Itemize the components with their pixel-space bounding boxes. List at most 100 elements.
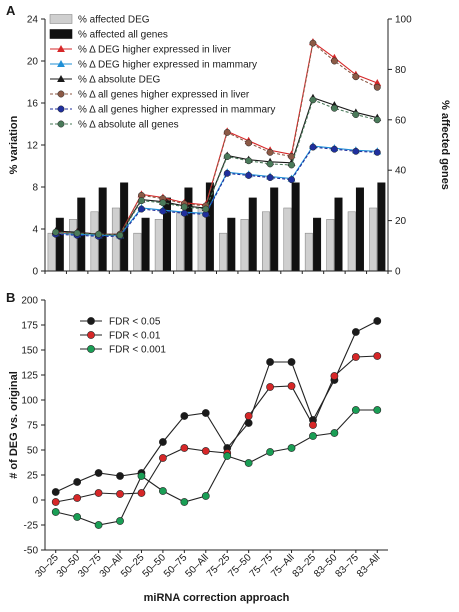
legend-marker [57,59,65,68]
data-point [94,489,103,497]
legend-label: % Δ all genes higher expressed in liver [78,90,250,101]
data-point [287,358,296,366]
data-point [244,459,253,467]
bar [69,219,78,272]
bar [98,187,107,272]
series-line [55,146,378,237]
data-point [352,147,360,155]
x-tick-label: 83–All [355,552,382,579]
bar [326,219,335,272]
data-point [266,148,274,156]
y-tick-label: 50 [27,446,39,457]
y-tick-label: 175 [21,321,38,332]
data-point [309,432,317,440]
data-point [180,444,189,452]
legend-marker [57,90,65,98]
panel-label-a: A [6,3,16,18]
data-point [245,157,253,165]
x-tick-label: 75–50 [226,552,254,580]
data-point [116,231,124,239]
y-tick-label: 4 [32,225,38,236]
y-axis-title: # of DEG vs. original [8,371,20,479]
x-tick-label: 50–25 [119,552,147,580]
data-point [159,199,167,207]
bar [304,232,313,272]
x-tick-label: 30–50 [55,552,83,580]
legend-label: % Δ absolute DEG [78,75,161,86]
data-point [180,203,188,211]
x-tick-label: 30–All [98,552,125,579]
panel-label-b: B [6,290,15,305]
data-point [116,472,124,480]
data-point [223,128,231,136]
data-point [330,429,339,437]
data-point [51,508,60,516]
y-tick-label: 24 [27,15,39,26]
data-point [223,169,231,177]
y2-tick-label: 20 [395,216,407,227]
data-point [266,174,274,182]
bar [55,217,64,272]
bar [133,232,142,272]
data-point [159,438,167,446]
y-tick-label: 125 [21,371,38,382]
x-axis-title: miRNA correction approach [144,592,290,604]
bar [154,219,163,272]
data-point [159,454,167,462]
bar [369,207,378,272]
legend-label: % Δ absolute all genes [78,120,179,131]
series-line [55,320,378,493]
y-tick-label: 25 [27,471,39,482]
bar [205,182,214,272]
y-tick-label: -25 [24,521,39,532]
x-tick-label: 83–75 [334,552,362,580]
data-point [94,521,103,529]
y-tick-label: 200 [21,296,38,307]
legend-label: FDR < 0.001 [109,345,166,356]
x-tick-label: 75–75 [248,552,276,580]
bar [184,187,193,272]
data-point [94,469,103,477]
data-point [330,145,338,153]
data-point [180,412,189,420]
legend-marker [57,44,65,53]
x-tick-label: 50–50 [141,552,169,580]
y2-tick-label: 60 [395,115,407,126]
series-line [55,97,378,235]
series-line [55,355,378,503]
legend-label: FDR < 0.05 [109,317,161,328]
y-tick-label: 20 [27,57,39,68]
data-point [330,104,338,112]
legend-label: % Δ DEG higher expressed in mammary [78,60,257,71]
data-point [138,197,145,205]
data-point [52,228,60,236]
bar [347,211,356,272]
data-point [201,409,210,417]
data-point [266,383,274,391]
bar [313,217,322,272]
y-tick-label: 150 [21,346,38,357]
series-line [55,42,378,235]
data-point [245,172,253,179]
data-point [223,153,231,161]
data-point [309,421,317,429]
bar [270,187,279,272]
bar [334,197,343,272]
data-point [373,83,381,91]
data-point [288,176,295,184]
x-tick-label: 50–All [183,552,210,579]
data-point [201,492,210,500]
data-point [223,452,232,460]
legend-marker [57,74,65,83]
legend-label: % Δ DEG higher expressed in liver [78,45,232,56]
x-tick-label: 83–25 [291,552,319,580]
data-point [116,517,124,525]
legend-marker [57,120,65,128]
y-tick-label: 12 [27,141,39,152]
x-tick-label: 83–50 [312,552,340,580]
y2-axis-title: % affected genes [439,100,451,190]
bar [111,207,120,272]
data-point [95,230,103,238]
y2-tick-label: 80 [395,65,407,76]
